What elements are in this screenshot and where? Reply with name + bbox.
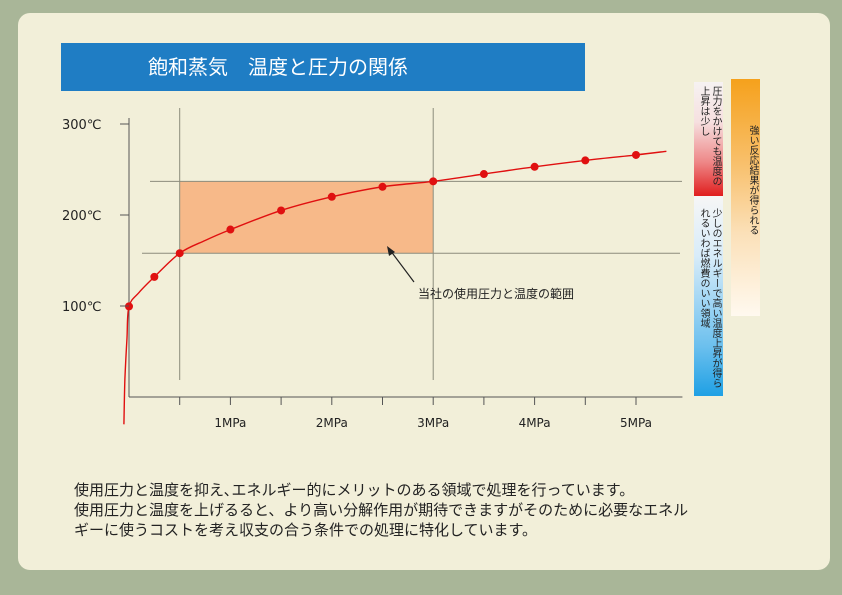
y-tick-label: 200℃ (62, 209, 101, 224)
data-point (327, 192, 336, 201)
x-tick-label: 1MPa (214, 416, 246, 430)
side-bar-efficient-region: 少しのエネルギーで高い温度上昇が得られるいわば燃費のいい領域 (694, 196, 723, 396)
data-point (175, 249, 184, 258)
data-point (479, 170, 488, 179)
data-point (150, 272, 159, 281)
annotation-arrow-line (389, 249, 415, 283)
operating-range-area (179, 181, 434, 254)
data-point (632, 150, 640, 159)
description-line: 使用圧力と温度を抑え､エネルギー的にメリットのある領域で処理を行っています。 (74, 481, 635, 499)
data-point (378, 182, 387, 191)
description-line: ギーに使うコストを考え収支の合う条件での処理に特化しています。 (74, 521, 538, 539)
data-point (226, 225, 235, 234)
data-point (530, 162, 539, 171)
y-tick-label: 300℃ (62, 118, 101, 133)
x-tick-label: 3MPa (417, 416, 449, 430)
page-title: 飽和蒸気 温度と圧力の関係 (61, 43, 585, 91)
data-point (429, 177, 438, 186)
x-tick-label: 4MPa (519, 416, 551, 430)
x-tick-label: 2MPa (316, 416, 348, 430)
description-line: 使用圧力と温度を上げるると、より高い分解作用が期待できますがそのために必要なエネ… (74, 501, 689, 519)
side-bar-low-gain: 圧力をかけても温度の上昇は少し (694, 82, 723, 196)
description: 使用圧力と温度を抑え､エネルギー的にメリットのある領域で処理を行っています。 使… (74, 480, 814, 540)
side-bar-strong-reaction: 強い反応結果が得られる (731, 79, 760, 316)
y-tick-label: 100℃ (62, 300, 101, 315)
annotation-arrow-head (387, 246, 395, 256)
x-tick-label: 5MPa (620, 416, 652, 430)
data-point (277, 206, 286, 215)
annotation-label: 当社の使用圧力と温度の範囲 (418, 286, 574, 301)
data-point (581, 156, 590, 165)
